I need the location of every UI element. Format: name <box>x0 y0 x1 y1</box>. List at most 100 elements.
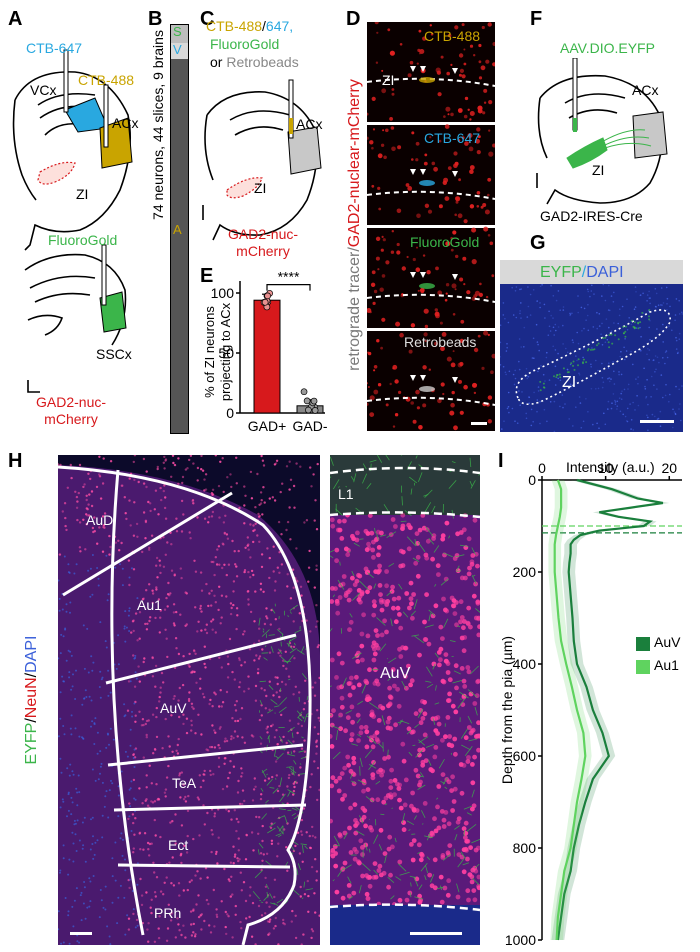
side-sep2: / <box>23 672 40 678</box>
mcherry-nucleus <box>441 332 447 337</box>
neun-cell <box>430 556 435 562</box>
mcherry-nucleus <box>473 54 476 57</box>
neun-nucleus <box>277 842 280 845</box>
neun-nucleus <box>83 483 86 486</box>
dapi-nucleus <box>99 889 102 891</box>
neun-cell <box>386 754 391 760</box>
neun-cell <box>435 715 441 720</box>
eyfp-fiber <box>338 715 341 718</box>
neun-nucleus <box>260 914 264 917</box>
mcherry-nucleus <box>396 208 402 214</box>
neun-nucleus <box>132 821 135 825</box>
mcherry-nucleus <box>385 260 390 265</box>
neun-nucleus <box>272 694 275 697</box>
region-boundary <box>113 803 307 812</box>
neun-cell <box>404 591 410 596</box>
neun-nucleus <box>249 886 252 889</box>
eyfp-signal <box>555 376 558 379</box>
neun-cell <box>408 596 414 602</box>
dapi-nucleus <box>99 765 102 768</box>
dapi-nucleus <box>669 305 671 308</box>
neun-nucleus <box>192 909 195 912</box>
neun-cell <box>466 536 472 542</box>
eyfp-fiber <box>262 630 265 633</box>
neun-nucleus <box>283 828 286 831</box>
eyfp-fiber <box>413 815 417 820</box>
neun-cell <box>369 530 375 536</box>
bar-letter-s: S <box>173 24 182 39</box>
neun-nucleus <box>227 662 230 666</box>
eyfp-fiber <box>330 713 332 716</box>
neun-nucleus <box>307 566 311 569</box>
eyfp-fiber <box>294 780 297 784</box>
dapi-nucleus <box>507 321 510 324</box>
eyfp-fiber <box>303 881 305 888</box>
mcherry-nucleus <box>459 361 464 367</box>
mcherry-nucleus <box>419 287 425 293</box>
neun-nucleus <box>214 631 217 634</box>
mcherry-nucleus <box>422 365 427 370</box>
neun-cell <box>422 637 428 642</box>
neun-nucleus <box>247 598 250 601</box>
eyfp-fiber <box>463 829 465 837</box>
neun-nucleus <box>159 890 163 893</box>
neun-nucleus <box>219 689 222 692</box>
neun-nucleus <box>146 841 150 845</box>
neun-cell <box>417 747 423 753</box>
neun-cell <box>475 600 480 606</box>
neun-cell <box>446 878 452 884</box>
dapi-nucleus <box>664 394 667 397</box>
dapi-nucleus <box>624 338 626 340</box>
neun-nucleus <box>257 639 261 642</box>
dapi-nucleus <box>515 286 518 288</box>
neun-nucleus <box>280 680 284 684</box>
neun-cell <box>440 853 446 858</box>
neun-cell <box>346 883 352 888</box>
dapi-nucleus <box>123 703 126 706</box>
neun-nucleus <box>131 813 135 816</box>
neun-cell <box>455 531 460 537</box>
eyfp-fiber <box>428 538 435 545</box>
neun-nucleus <box>151 592 155 595</box>
neun-nucleus <box>273 463 277 466</box>
eyfp-fiber <box>342 677 347 687</box>
dapi-nucleus <box>128 630 131 632</box>
neun-cell <box>444 520 450 526</box>
panel-d-side-label: retrograde tracer/GAD2-nuclear-mCherry <box>346 79 364 371</box>
neun-nucleus <box>303 750 307 753</box>
neun-nucleus <box>196 466 200 470</box>
neun-cell <box>396 595 402 601</box>
neun-nucleus <box>124 512 127 515</box>
mcherry-nucleus <box>475 138 480 144</box>
neun-nucleus <box>278 551 281 554</box>
dapi-nucleus <box>117 794 120 797</box>
neun-nucleus <box>181 683 185 687</box>
mcherry-nucleus <box>450 63 453 66</box>
dapi-nucleus <box>72 773 75 776</box>
panel-c-schematic <box>202 79 322 241</box>
neun-nucleus <box>285 465 289 468</box>
neun-nucleus <box>299 885 302 889</box>
neun-nucleus <box>220 705 223 708</box>
neun-nucleus <box>230 735 233 738</box>
neun-cell <box>349 732 355 737</box>
neun-nucleus <box>167 764 170 768</box>
neun-nucleus <box>232 862 235 865</box>
dapi-nucleus <box>107 694 110 697</box>
neun-cell <box>351 890 357 896</box>
dapi-nucleus <box>572 425 574 427</box>
neun-nucleus <box>225 739 229 743</box>
panel-c-tracers: CTB-488/647, <box>206 18 293 34</box>
mcherry-nucleus <box>377 153 383 159</box>
dapi-nucleus <box>554 365 557 368</box>
dapi-nucleus <box>131 710 133 713</box>
neun-nucleus <box>128 886 131 890</box>
neun-cell <box>340 796 345 802</box>
neun-cell <box>334 558 339 564</box>
neun-nucleus <box>154 685 157 688</box>
mcherry-nucleus <box>489 241 494 246</box>
dapi-nucleus <box>552 295 555 297</box>
neun-nucleus <box>139 848 142 851</box>
neun-cell <box>440 533 446 539</box>
neun-nucleus <box>265 615 268 618</box>
